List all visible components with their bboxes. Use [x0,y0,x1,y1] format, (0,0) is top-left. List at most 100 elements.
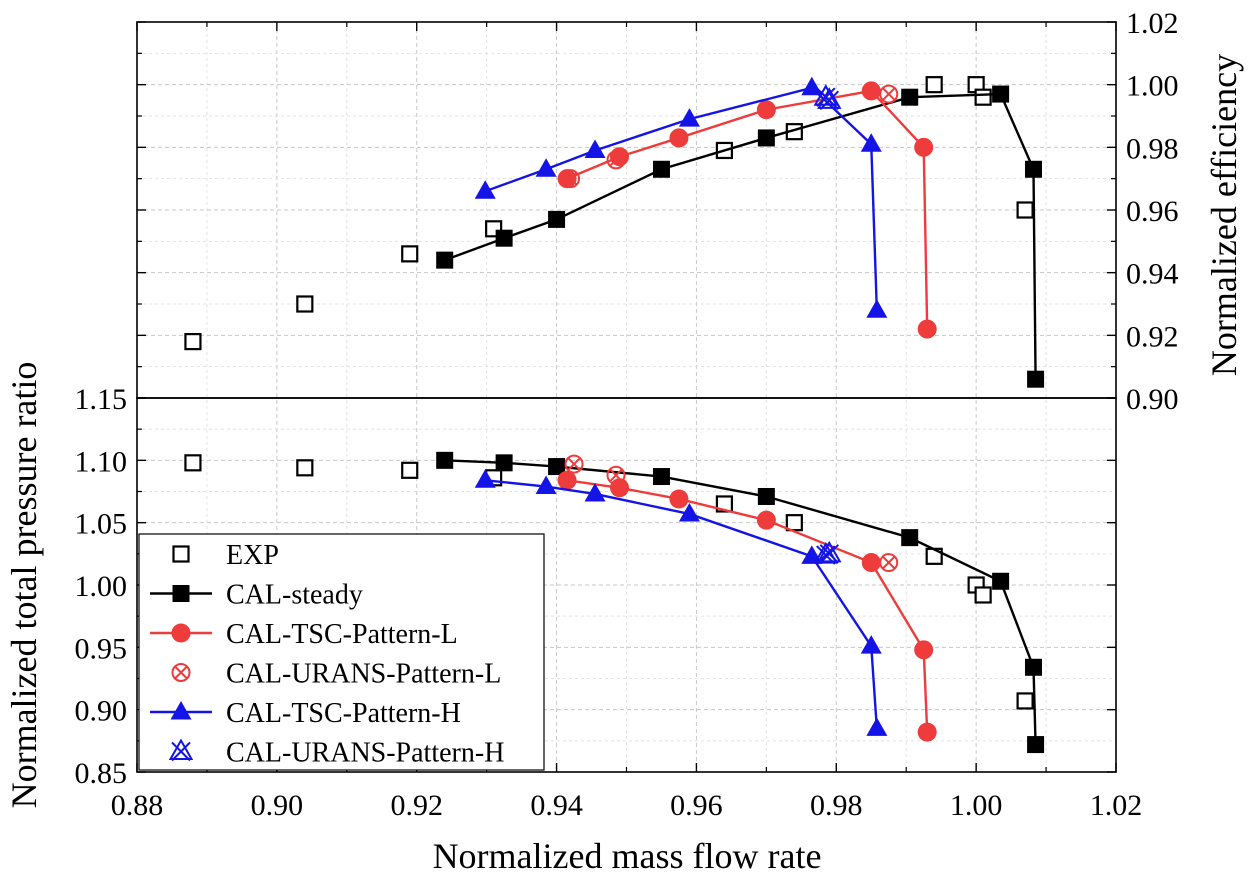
data-point [917,319,937,339]
data-point [1027,736,1045,754]
data-point [861,553,881,573]
legend-entry: CAL-steady [150,580,363,611]
legend-entry: CAL-TSC-Pattern-L [150,619,458,650]
legend-entry: CAL-URANS-Pattern-H [168,738,504,769]
data-point [535,158,557,177]
series-layer [184,76,1045,754]
data-point [184,454,202,472]
data-point [860,635,882,654]
x-tick-label: 0.90 [251,789,304,822]
data-point [785,514,803,532]
legend-entry: CAL-TSC-Pattern-H [150,698,461,729]
series-line [444,92,1037,380]
y-tick-label-left: 1.00 [75,570,128,603]
y-tick-label-left: 1.10 [75,445,128,478]
data-point [992,572,1010,590]
data-point [1024,160,1042,178]
legend-marker [170,701,192,720]
y-tick-label-left: 1.05 [75,508,128,541]
data-point [401,461,419,479]
data-point [495,229,513,247]
legend-label: CAL-steady [226,580,363,611]
data-point [914,137,934,157]
y-tick-label-right: 1.00 [1126,70,1179,103]
y-tick-label-right: 0.96 [1126,195,1179,228]
data-point [1024,658,1042,676]
x-tick-label: 0.94 [530,789,583,822]
data-point [652,468,670,486]
data-point [606,150,626,170]
data-point [678,502,700,522]
y-tick-label-left: 0.85 [75,757,128,790]
data-point [584,482,606,502]
data-point [901,88,919,106]
y-tick-label-left: 0.90 [75,695,128,728]
tick-layer: 0.90 0.92 0.94 0.96 0.98 1.00 1.02 0.85 0.90 0.95… [75,7,1179,822]
legend-marker [171,663,191,682]
data-point [561,169,581,189]
legend-marker [171,623,191,643]
y-tick-label-right: 0.98 [1126,132,1179,165]
legend-label: CAL-URANS-Pattern-L [226,659,501,690]
data-point [669,489,689,509]
data-point [879,84,899,104]
data-point [992,85,1010,103]
data-point [756,510,776,530]
legend-marker [172,545,190,563]
legend-marker [168,738,194,762]
data-point [879,553,899,573]
x-tick-label: 1.02 [1090,789,1143,822]
data-point [548,210,566,228]
data-point [756,100,776,120]
y-tick-label-left: 1.15 [75,383,128,416]
data-point [1027,370,1045,388]
data-point [801,76,823,96]
data-point [861,81,881,101]
data-point [535,475,557,495]
legend-marker [172,585,190,602]
data-point [757,129,775,147]
data-point [917,722,937,742]
x-tick-label: 0.88 [111,789,164,822]
x-tick-label: 0.98 [810,789,863,822]
data-point [974,586,992,604]
data-point [436,251,454,269]
y-tick-label-right: 0.94 [1126,258,1179,291]
data-point [652,160,670,178]
data-point [610,478,630,498]
data-point [606,465,626,485]
y-axis-label-right: Normalized efficiency [1204,54,1244,376]
y-tick-label-right: 0.90 [1126,383,1179,416]
series-line [484,86,879,311]
x-tick-label: 0.96 [670,789,723,822]
data-point [1016,692,1034,710]
data-point [669,128,689,148]
data-point [584,139,606,158]
data-point [866,299,888,318]
legend: EXP CAL-steady CAL-TSC-Pattern-L CAL-URANS-… [138,533,545,771]
data-point [757,487,775,505]
x-tick-label: 1.00 [950,789,1003,822]
y-tick-label-right: 1.02 [1126,7,1179,40]
data-point [1016,201,1034,219]
data-point [866,717,888,736]
data-point [296,295,314,313]
data-point [401,245,419,263]
data-point [548,458,566,476]
y-axis-label-left: Normalized total pressure ratio [4,362,44,809]
data-point [860,133,882,152]
legend-label: CAL-URANS-Pattern-H [226,738,504,769]
legend-label: CAL-TSC-Pattern-L [226,619,458,650]
data-point [296,459,314,477]
x-axis-label: Normalized mass flow rate [433,836,822,876]
data-point [974,88,992,106]
x-tick-label: 0.92 [390,789,443,822]
legend-entry: EXP [172,540,279,571]
data-point [474,180,496,199]
series-line [566,479,929,733]
grid-layer [137,22,1116,772]
data-point [715,495,734,513]
legend-box [138,533,545,771]
data-point [474,469,496,488]
data-point [901,529,919,547]
